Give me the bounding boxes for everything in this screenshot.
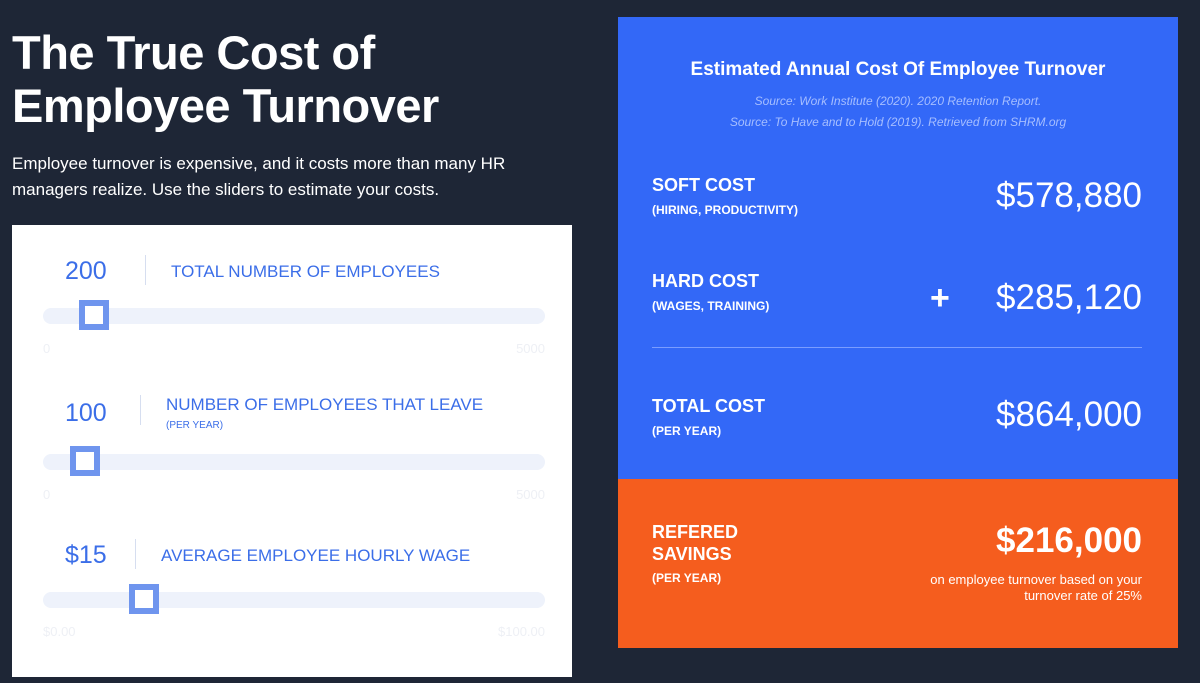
savings-label: REFERED SAVINGS bbox=[652, 521, 738, 565]
results-heading: Estimated Annual Cost Of Employee Turnov… bbox=[690, 59, 1106, 80]
hourly-wage-track[interactable] bbox=[43, 584, 545, 614]
employees-leave-value: 100 bbox=[65, 399, 107, 427]
page-title-line2: Employee Turnover bbox=[12, 79, 439, 132]
savings-value: $216,000 bbox=[996, 521, 1142, 560]
intro-line1: Employee turnover is expensive, and it c… bbox=[12, 154, 506, 173]
employees-leave-label: NUMBER OF EMPLOYEES THAT LEAVE bbox=[166, 395, 484, 414]
savings-note-line2: turnover rate of 25% bbox=[1024, 588, 1142, 603]
hourly-wage-value: $15 bbox=[65, 541, 107, 569]
value-divider bbox=[140, 395, 141, 425]
hard-cost-sublabel: (WAGES, TRAINING) bbox=[652, 299, 770, 313]
page-title-line1: The True Cost of bbox=[12, 26, 375, 79]
total-employees-label: TOTAL NUMBER OF EMPLOYEES bbox=[171, 262, 440, 281]
calculator-card: 200 TOTAL NUMBER OF EMPLOYEES 0 5000 100… bbox=[12, 225, 572, 677]
soft-cost-label: SOFT COST bbox=[652, 175, 755, 195]
value-divider bbox=[145, 255, 146, 285]
employees-leave-min: 0 bbox=[43, 487, 51, 502]
savings-sublabel: (PER YEAR) bbox=[652, 571, 722, 585]
employees-leave-thumb[interactable] bbox=[70, 446, 101, 476]
savings-label-line2: SAVINGS bbox=[652, 544, 732, 564]
total-employees-max: 5000 bbox=[516, 341, 545, 356]
employees-leave-max: 5000 bbox=[516, 487, 545, 502]
savings-note: on employee turnover based on your turno… bbox=[930, 572, 1142, 604]
plus-icon: + bbox=[930, 279, 950, 317]
intro-line2: managers realize. Use the sliders to est… bbox=[12, 180, 440, 199]
total-cost-label: TOTAL COST bbox=[652, 396, 766, 416]
total-employees-track[interactable] bbox=[43, 300, 545, 330]
employees-leave-track[interactable] bbox=[43, 446, 545, 476]
page-title: The True Cost of Employee Turnover bbox=[12, 26, 439, 132]
hourly-wage-max: $100.00 bbox=[498, 624, 545, 639]
results-divider bbox=[652, 347, 1142, 348]
hard-cost-label: HARD COST bbox=[652, 271, 759, 291]
total-employees-min: 0 bbox=[43, 341, 51, 356]
soft-cost-value: $578,880 bbox=[996, 176, 1142, 215]
employees-leave-sublabel: (PER YEAR) bbox=[166, 420, 224, 431]
savings-note-line1: on employee turnover based on your bbox=[930, 572, 1142, 587]
hourly-wage-thumb[interactable] bbox=[129, 584, 160, 614]
source-citation-2: Source: To Have and to Hold (2019). Retr… bbox=[729, 115, 1067, 129]
hard-cost-value: $285,120 bbox=[996, 278, 1142, 317]
results-panel: Estimated Annual Cost Of Employee Turnov… bbox=[618, 17, 1178, 479]
total-employees-value: 200 bbox=[65, 257, 107, 285]
savings-label-line1: REFERED bbox=[652, 522, 739, 542]
value-divider bbox=[135, 539, 136, 569]
savings-panel: REFERED SAVINGS (PER YEAR) $216,000 on e… bbox=[618, 479, 1178, 648]
source-citation-1: Source: Work Institute (2020). 2020 Rete… bbox=[754, 94, 1042, 108]
soft-cost-sublabel: (HIRING, PRODUCTIVITY) bbox=[652, 203, 798, 217]
intro-text: Employee turnover is expensive, and it c… bbox=[12, 151, 552, 203]
total-cost-value: $864,000 bbox=[996, 395, 1142, 434]
hourly-wage-min: $0.00 bbox=[43, 624, 76, 639]
total-employees-thumb[interactable] bbox=[79, 300, 110, 330]
hourly-wage-label: AVERAGE EMPLOYEE HOURLY WAGE bbox=[161, 546, 471, 565]
total-cost-sublabel: (PER YEAR) bbox=[652, 424, 722, 438]
